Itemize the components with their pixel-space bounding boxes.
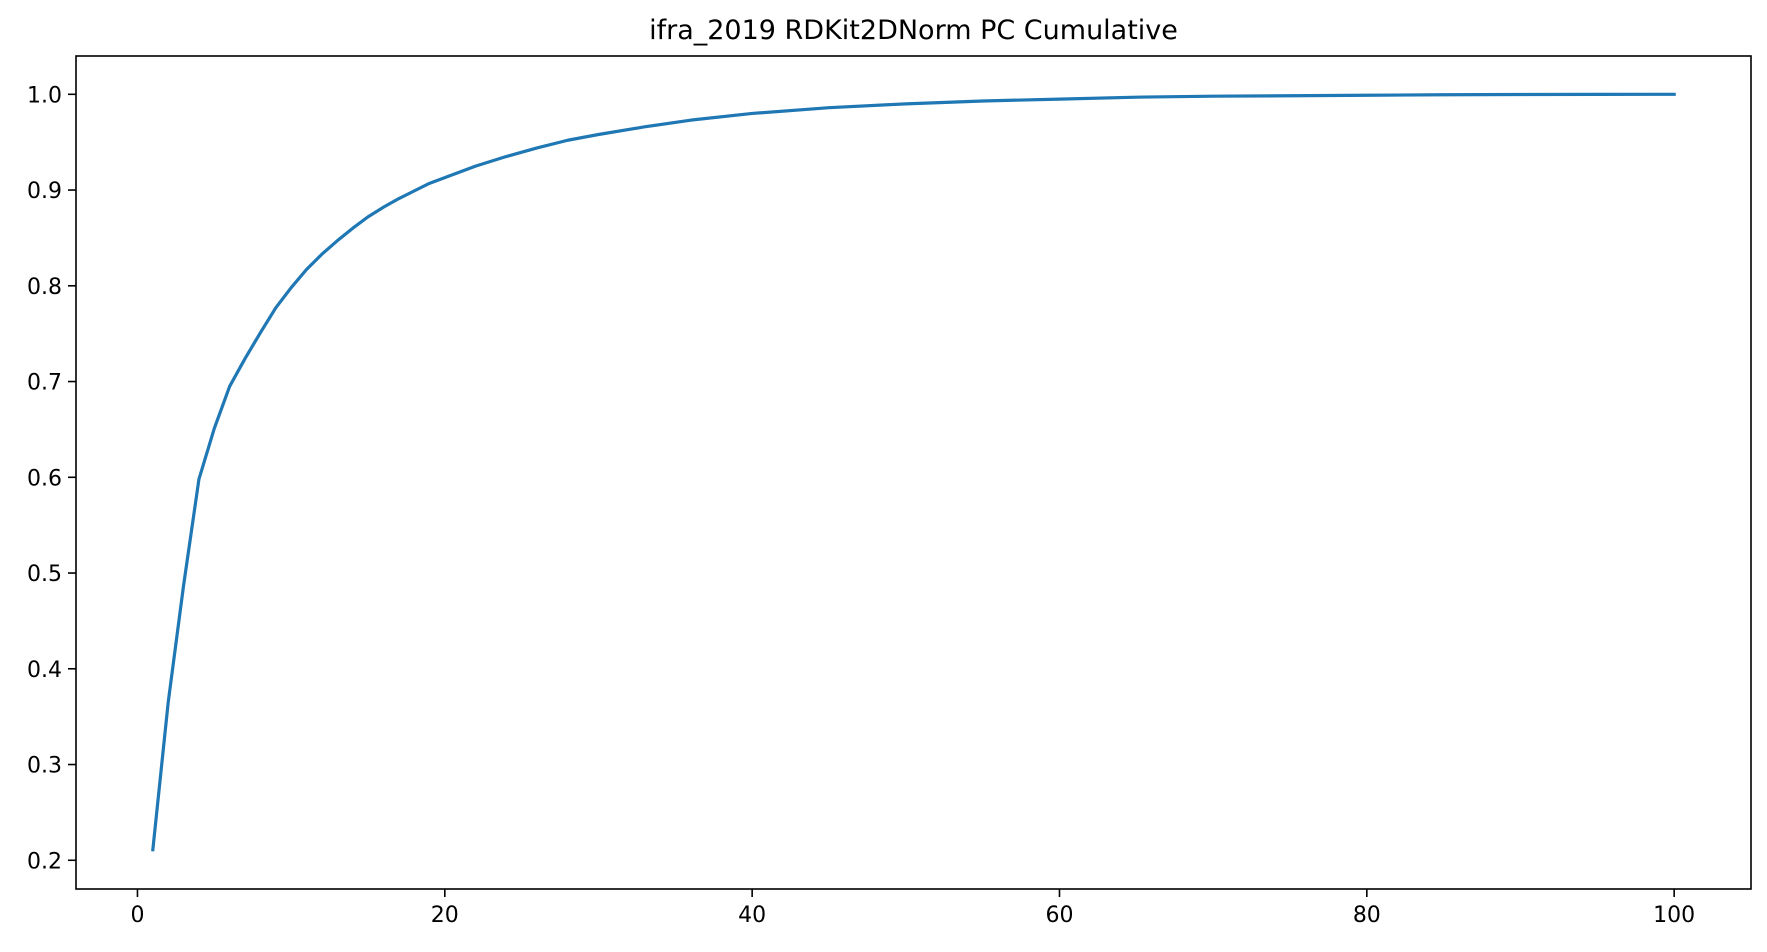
chart-title: ifra_2019 RDKit2DNorm PC Cumulative [649, 15, 1178, 46]
y-tick-label: 0.8 [27, 275, 62, 300]
y-tick-label: 0.6 [27, 466, 62, 491]
x-tick-label: 40 [738, 903, 766, 928]
x-tick-label: 0 [130, 903, 144, 928]
y-tick-label: 0.9 [27, 179, 62, 204]
y-tick-label: 0.3 [27, 754, 62, 779]
y-tick-label: 1.0 [27, 83, 62, 108]
y-tick-label: 0.5 [27, 562, 62, 587]
x-tick-label: 100 [1653, 903, 1695, 928]
x-tick-label: 20 [431, 903, 459, 928]
y-tick-label: 0.2 [27, 849, 62, 874]
series-line-0 [151, 92, 1676, 852]
axes-frame [75, 55, 1752, 890]
y-tick-label: 0.4 [27, 658, 62, 683]
y-tick-label: 0.7 [27, 371, 62, 396]
x-tick-label: 60 [1045, 903, 1073, 928]
x-tick-label: 80 [1353, 903, 1381, 928]
